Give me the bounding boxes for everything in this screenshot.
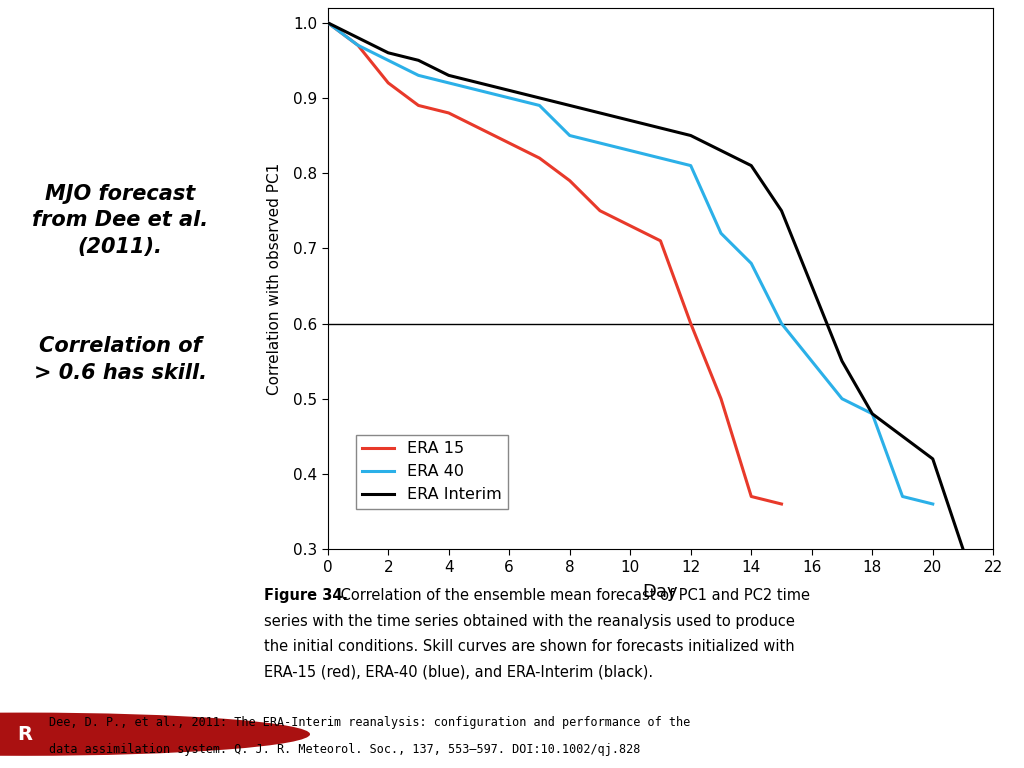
Legend: ERA 15, ERA 40, ERA Interim: ERA 15, ERA 40, ERA Interim [355,435,508,508]
ERA Interim [352,33,365,42]
ERA 40 [382,56,394,65]
ERA 40 [594,138,606,147]
ERA 15 [473,124,485,133]
ERA 40 [322,18,334,28]
Text: Correlation of
> 0.6 has skill.: Correlation of > 0.6 has skill. [34,336,207,382]
ERA 15 [534,154,546,163]
ERA 40 [745,259,758,268]
Text: series with the time series obtained with the reanalysis used to produce: series with the time series obtained wit… [264,614,795,628]
ERA 40 [624,146,636,155]
ERA 40 [775,319,787,328]
ERA 15 [503,138,515,147]
ERA 40 [806,356,818,366]
ERA Interim [654,124,667,133]
ERA Interim [896,432,908,441]
ERA Interim [413,56,425,65]
ERA 15 [654,237,667,246]
ERA Interim [806,281,818,290]
Text: Dee, D. P., et al., 2011: The ERA-Interim reanalysis: configuration and performa: Dee, D. P., et al., 2011: The ERA-Interi… [49,716,690,729]
ERA Interim [956,545,969,554]
ERA 40 [715,229,727,238]
ERA 15 [442,108,455,118]
Line: ERA 15: ERA 15 [328,23,781,504]
ERA 40 [534,101,546,110]
ERA Interim [382,48,394,58]
Y-axis label: Correlation with observed PC1: Correlation with observed PC1 [267,162,282,395]
Text: R: R [17,725,33,743]
ERA 40 [836,394,848,403]
ERA 15 [413,101,425,110]
ERA Interim [927,455,939,464]
ERA Interim [473,78,485,88]
Circle shape [0,713,310,756]
ERA Interim [594,108,606,118]
ERA 15 [382,78,394,88]
ERA Interim [442,71,455,80]
ERA 40 [563,131,575,140]
Text: Correlation of the ensemble mean forecast of PC1 and PC2 time: Correlation of the ensemble mean forecas… [336,588,810,604]
Text: Figure 34.: Figure 34. [264,588,348,604]
Text: ERA-15 (red), ERA-40 (blue), and ERA-Interim (black).: ERA-15 (red), ERA-40 (blue), and ERA-Int… [264,664,653,679]
ERA 40 [654,154,667,163]
Text: MJO forecast
from Dee et al.
(2011).: MJO forecast from Dee et al. (2011). [33,184,208,257]
ERA Interim [534,94,546,103]
ERA Interim [624,116,636,125]
ERA 15 [745,492,758,501]
Text: obock: obock [924,717,959,730]
ERA 40 [352,41,365,50]
ERA Interim [836,356,848,366]
ERA Interim [715,146,727,155]
Text: the initial conditions. Skill curves are shown for forecasts initialized with: the initial conditions. Skill curves are… [264,639,795,654]
ERA 15 [563,176,575,185]
ERA 15 [715,394,727,403]
ERA 40 [503,94,515,103]
ERA 15 [322,18,334,28]
ERA 15 [775,499,787,508]
Line: ERA 40: ERA 40 [328,23,933,504]
Line: ERA Interim: ERA Interim [328,23,963,549]
ERA 40 [473,86,485,95]
Text: ences: ences [924,745,959,757]
Text: data assimilation system. Q. J. R. Meteorol. Soc., 137, 553–597. DOI:10.1002/qj.: data assimilation system. Q. J. R. Meteo… [49,743,640,756]
ERA 40 [685,161,697,170]
ERA 40 [927,499,939,508]
ERA Interim [775,206,787,215]
ERA 15 [352,41,365,50]
ERA 40 [896,492,908,501]
ERA Interim [503,86,515,95]
ERA Interim [563,101,575,110]
ERA 15 [624,221,636,230]
ERA 15 [685,319,697,328]
ERA 40 [413,71,425,80]
ERA 15 [594,206,606,215]
ERA Interim [322,18,334,28]
ERA 40 [866,409,879,419]
ERA 40 [442,78,455,88]
ERA Interim [866,409,879,419]
ERA Interim [745,161,758,170]
X-axis label: Day: Day [643,583,678,601]
ERA Interim [685,131,697,140]
